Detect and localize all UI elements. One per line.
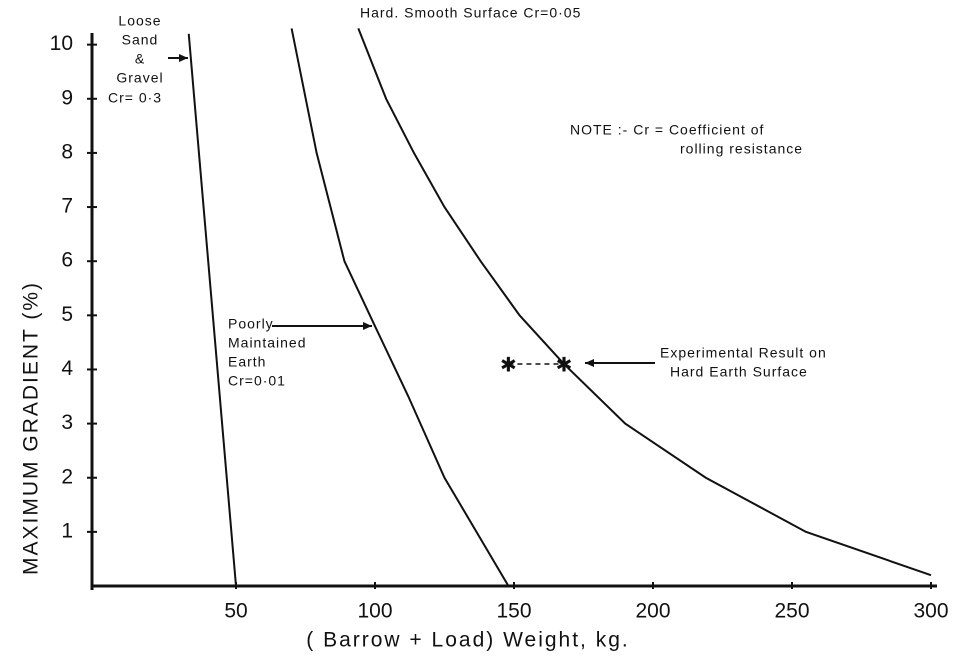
y-tick-label: 10 (50, 32, 73, 55)
annotation: Hard. Smooth Surface Cr=0·05 (360, 5, 581, 21)
annotation: & (135, 51, 145, 67)
annotation: Poorly (228, 316, 274, 332)
annotation: Earth (228, 354, 266, 370)
annotation: NOTE :- Cr = Coefficient of (570, 122, 764, 138)
y-tick-label: 1 (61, 519, 73, 542)
x-tick-label: 50 (224, 600, 247, 623)
annotation: rolling resistance (680, 141, 803, 157)
y-tick-label: 8 (61, 140, 73, 163)
y-tick-label: 6 (61, 249, 73, 272)
x-tick-label: 250 (774, 600, 809, 623)
y-tick-label: 2 (61, 465, 73, 488)
y-tick-label: 7 (61, 195, 73, 218)
arrow-head (179, 54, 188, 62)
y-tick-label: 4 (61, 357, 73, 380)
experimental-point: ✱ (556, 354, 573, 376)
y-tick-label: 9 (61, 86, 73, 109)
y-tick-label: 3 (61, 411, 73, 434)
x-tick-label: 300 (913, 600, 948, 623)
y-axis-title: MAXIMUM GRADIENT (%) (20, 281, 43, 575)
curve (290, 28, 510, 587)
y-tick-label: 5 (61, 303, 73, 326)
annotation: Gravel (116, 70, 163, 86)
annotation: Experimental Result on (660, 345, 827, 361)
curve (357, 28, 932, 577)
x-tick-label: 150 (496, 600, 531, 623)
x-tick-label: 100 (357, 600, 392, 623)
x-axis-title: ( Barrow + Load) Weight, kg. (306, 629, 629, 652)
arrow-head (585, 359, 594, 367)
x-tick-label: 200 (635, 600, 670, 623)
annotation: Cr=0·01 (228, 373, 286, 389)
annotation: Hard Earth Surface (670, 364, 808, 380)
annotation: Maintained (228, 335, 307, 351)
arrow-head (363, 322, 372, 330)
curve (187, 33, 237, 587)
annotation: Loose (118, 13, 161, 29)
annotation: Cr= 0·3 (108, 90, 162, 106)
annotation: Sand (122, 32, 159, 48)
experimental-point: ✱ (500, 354, 517, 376)
